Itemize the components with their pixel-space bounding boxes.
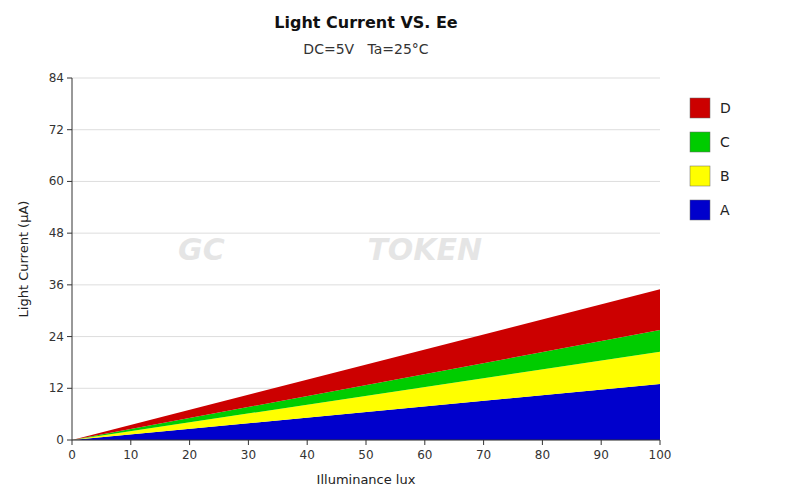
watermark: GC [178,232,225,267]
x-tick-label: 40 [300,448,315,462]
legend-swatch [690,200,710,220]
y-tick-label: 24 [49,330,64,344]
x-tick-label: 80 [535,448,550,462]
y-tick-label: 12 [49,381,64,395]
y-tick-label: 36 [49,278,64,292]
legend-label: B [720,168,730,184]
x-tick [366,440,367,445]
y-tick [67,78,72,79]
y-tick-label: 60 [49,174,64,188]
y-tick [67,233,72,234]
x-tick-label: 30 [241,448,256,462]
legend: D C B A [690,98,731,220]
y-tick-label: 0 [56,433,64,447]
y-tick-label: 48 [49,226,64,240]
x-tick-label: 90 [594,448,609,462]
x-tick-label: 70 [476,448,491,462]
y-tick-label: 84 [49,71,64,85]
legend-swatch [690,166,710,186]
y-tick [67,129,72,130]
grid-line [72,129,660,130]
x-tick [248,440,249,445]
x-tick [601,440,602,445]
legend-swatch [690,98,710,118]
chart-container: GC TOKEN 0 10 20 30 40 50 60 70 80 90 100 0 12 24 36 48 60… [0,0,800,501]
y-tick [67,388,72,389]
legend-label: A [720,202,730,218]
grid [72,78,660,440]
x-tick-label: 100 [649,448,672,462]
x-tick [130,440,131,445]
areas [72,289,660,440]
axes: 0 10 20 30 40 50 60 70 80 90 100 0 12 24 36 48 60 72 84 [49,71,672,462]
y-axis-line [72,78,73,440]
legend-swatch [690,132,710,152]
x-tick [424,440,425,445]
x-tick-label: 0 [68,448,76,462]
title: Light Current VS. Ee [274,13,458,32]
y-tick-label: 72 [49,123,64,137]
subtitle: DC=5V Ta=25°C [303,41,428,57]
y-tick [67,336,72,337]
grid-line [72,284,660,285]
y-tick [67,181,72,182]
x-tick-label: 20 [182,448,197,462]
legend-label: D [720,100,731,116]
grid-line [72,233,660,234]
chart: GC TOKEN 0 10 20 30 40 50 60 70 80 90 100 0 12 24 36 48 60… [0,0,800,501]
x-tick [542,440,543,445]
grid-line [72,181,660,182]
annotations: GC TOKEN [178,232,482,267]
x-tick [483,440,484,445]
x-tick-label: 60 [417,448,432,462]
x-tick [660,440,661,445]
y-axis-label: Light Current (μA) [16,201,31,318]
area [72,289,660,440]
grid-line [72,78,660,79]
x-tick [72,440,73,445]
x-tick [189,440,190,445]
watermark: TOKEN [367,232,482,267]
y-tick [67,440,72,441]
x-tick-label: 50 [358,448,373,462]
x-tick-label: 10 [123,448,138,462]
x-axis-label: Illuminance lux [317,472,416,487]
legend-label: C [720,134,730,150]
y-tick [67,284,72,285]
x-tick [307,440,308,445]
